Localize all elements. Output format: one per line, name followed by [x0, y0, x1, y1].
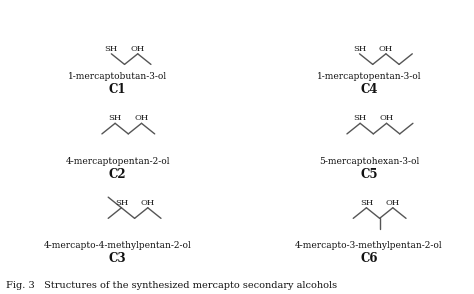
Text: C3: C3 [109, 252, 127, 265]
Text: OH: OH [131, 45, 145, 53]
Text: 4-mercaptopentan-2-ol: 4-mercaptopentan-2-ol [65, 157, 170, 166]
Text: C1: C1 [109, 83, 127, 96]
Text: C6: C6 [360, 252, 378, 265]
Text: 1-mercaptopentan-3-ol: 1-mercaptopentan-3-ol [317, 72, 421, 81]
Text: 5-mercaptohexan-3-ol: 5-mercaptohexan-3-ol [319, 157, 419, 166]
Text: SH: SH [360, 198, 373, 207]
Text: 4-mercapto-3-methylpentan-2-ol: 4-mercapto-3-methylpentan-2-ol [295, 241, 443, 250]
Text: C4: C4 [360, 83, 378, 96]
Text: 1-mercaptobutan-3-ol: 1-mercaptobutan-3-ol [68, 72, 167, 81]
Text: OH: OH [379, 45, 393, 53]
Text: OH: OH [386, 198, 400, 207]
Text: Fig. 3   Structures of the synthesized mercapto secondary alcohols: Fig. 3 Structures of the synthesized mer… [6, 281, 337, 290]
Text: 4-mercapto-4-methylpentan-2-ol: 4-mercapto-4-methylpentan-2-ol [44, 241, 191, 250]
Text: SH: SH [105, 45, 118, 53]
Text: SH: SH [353, 45, 366, 53]
Text: SH: SH [109, 114, 122, 122]
Text: C2: C2 [109, 168, 127, 181]
Text: OH: OH [379, 114, 394, 122]
Text: SH: SH [115, 198, 128, 207]
Text: OH: OH [134, 114, 149, 122]
Text: C5: C5 [360, 168, 378, 181]
Text: OH: OH [141, 198, 155, 207]
Text: SH: SH [354, 114, 367, 122]
